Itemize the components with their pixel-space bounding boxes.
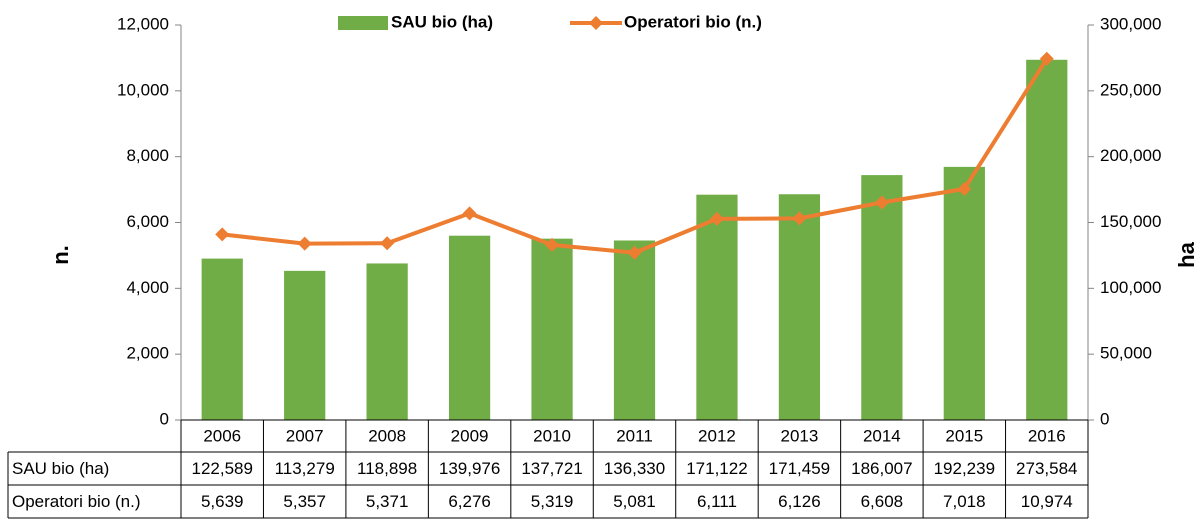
marker (215, 227, 230, 242)
x-tick-label: 2009 (451, 426, 489, 445)
table-row-label: SAU bio (ha) (12, 459, 109, 478)
x-tick-label: 2013 (780, 426, 818, 445)
y2-tick-label: 150,000 (1100, 212, 1161, 231)
data-label: 136,330 (604, 459, 665, 478)
data-label: 122,589 (192, 459, 253, 478)
data-label: 6,126 (778, 492, 821, 511)
y-tick-label: 4,000 (126, 278, 169, 297)
x-tick-label: 2011 (616, 426, 653, 445)
data-label: 5,371 (366, 492, 409, 511)
data-label: 186,007 (851, 459, 912, 478)
marker (380, 236, 395, 251)
marker (545, 237, 560, 252)
y-tick-label: 8,000 (126, 146, 169, 165)
x-tick-label: 2007 (286, 426, 324, 445)
x-tick-label: 2015 (945, 426, 983, 445)
data-label: 273,584 (1016, 459, 1077, 478)
bar (448, 235, 491, 420)
data-label: 6,608 (861, 492, 904, 511)
bar (943, 166, 985, 420)
marker (627, 245, 642, 260)
data-label: 118,898 (357, 459, 417, 478)
bar (366, 263, 408, 420)
data-label: 137,721 (521, 459, 582, 478)
data-label: 7,018 (943, 492, 986, 511)
data-label: 5,081 (613, 492, 656, 511)
data-label: 171,459 (769, 459, 830, 478)
x-tick-label: 2012 (698, 426, 736, 445)
data-label: 6,111 (697, 492, 737, 511)
y2-tick-label: 100,000 (1100, 278, 1161, 297)
legend-swatch (589, 16, 603, 30)
x-tick-label: 2014 (863, 426, 901, 445)
line (222, 57, 1049, 255)
data-label: 5,357 (283, 492, 326, 511)
y2-tick-label: 250,000 (1100, 80, 1161, 99)
legend-swatch (338, 16, 388, 30)
marker (297, 236, 312, 251)
marker (957, 181, 972, 196)
bar (696, 194, 738, 420)
marker (874, 195, 889, 210)
y-tick-label: 12,000 (117, 14, 169, 33)
y-tick-label: 10,000 (117, 80, 169, 99)
table-row-label: Operatori bio (n.) (12, 492, 141, 511)
bar (284, 270, 326, 420)
legend-label: Operatori bio (n.) (624, 12, 762, 31)
y2-tick-label: 0 (1100, 409, 1109, 428)
marker (1039, 51, 1054, 66)
data-label: 5,319 (531, 492, 574, 511)
y-axis-title: n. (48, 245, 73, 265)
y-tick-label: 6,000 (126, 212, 169, 231)
bar (861, 175, 903, 420)
bar (201, 258, 243, 420)
bar (531, 238, 573, 420)
x-tick-label: 2016 (1028, 426, 1066, 445)
y-tick-label: 2,000 (126, 344, 169, 363)
data-label: 192,239 (934, 459, 995, 478)
bar (1026, 59, 1068, 420)
data-label: 10,974 (1021, 492, 1073, 511)
marker (792, 211, 807, 226)
y2-axis-title: ha (1174, 241, 1199, 267)
data-label: 171,122 (686, 459, 747, 478)
bar (778, 194, 821, 420)
y-tick-label: 0 (160, 409, 169, 428)
data-label: 6,276 (448, 492, 491, 511)
y2-tick-label: 300,000 (1100, 14, 1161, 33)
x-tick-label: 2006 (203, 426, 241, 445)
data-label: 5,639 (201, 492, 244, 511)
data-label: 113,279 (275, 459, 335, 478)
legend-label: SAU bio (ha) (391, 12, 493, 31)
x-tick-label: 2008 (368, 426, 406, 445)
marker (462, 206, 477, 221)
y2-tick-label: 50,000 (1100, 344, 1152, 363)
marker (709, 211, 724, 226)
x-tick-label: 2010 (533, 426, 571, 445)
y2-tick-label: 200,000 (1100, 146, 1161, 165)
bar (613, 240, 656, 420)
data-label: 139,976 (439, 459, 500, 478)
